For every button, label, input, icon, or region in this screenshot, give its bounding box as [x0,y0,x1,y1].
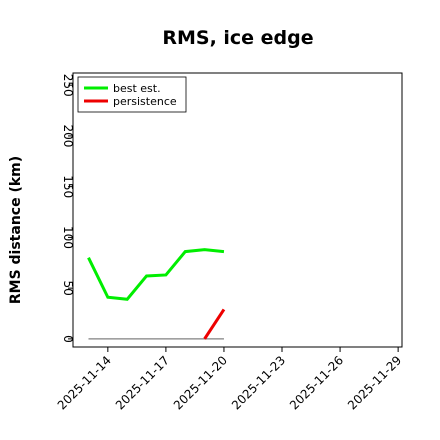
y-tick-label: 0 [61,335,75,343]
x-tick-label: 2025-11-17 [113,353,172,412]
legend-label-best-est: best est. [113,82,161,95]
x-tick-label: 2025-11-26 [287,353,346,412]
plot-area [72,72,403,348]
x-axis: 2025-11-142025-11-172025-11-202025-11-23… [55,347,404,412]
chart-title: RMS, ice edge [162,27,313,49]
series-line-best-est [87,248,225,301]
legend: best est. persistence [77,76,187,113]
y-tick-label: 200 [61,124,75,147]
legend-label-persistence: persistence [113,95,177,108]
x-tick-label: 2025-11-29 [345,353,404,412]
plot-frame [72,72,403,348]
y-axis: 0 50 100 150 200 250 [61,74,75,343]
x-tick-label: 2025-11-14 [55,353,114,412]
y-axis-label: RMS distance (km) [8,156,24,304]
x-tick-label: 2025-11-20 [171,353,230,412]
x-tick-label: 2025-11-23 [229,353,288,412]
legend-box [77,76,187,113]
y-tick-label: 100 [61,226,75,249]
y-tick-label: 250 [61,74,75,97]
y-tick-label: 50 [61,281,75,296]
series-group [87,248,226,340]
y-tick-label: 150 [61,175,75,198]
series-line-persistence [203,308,226,340]
